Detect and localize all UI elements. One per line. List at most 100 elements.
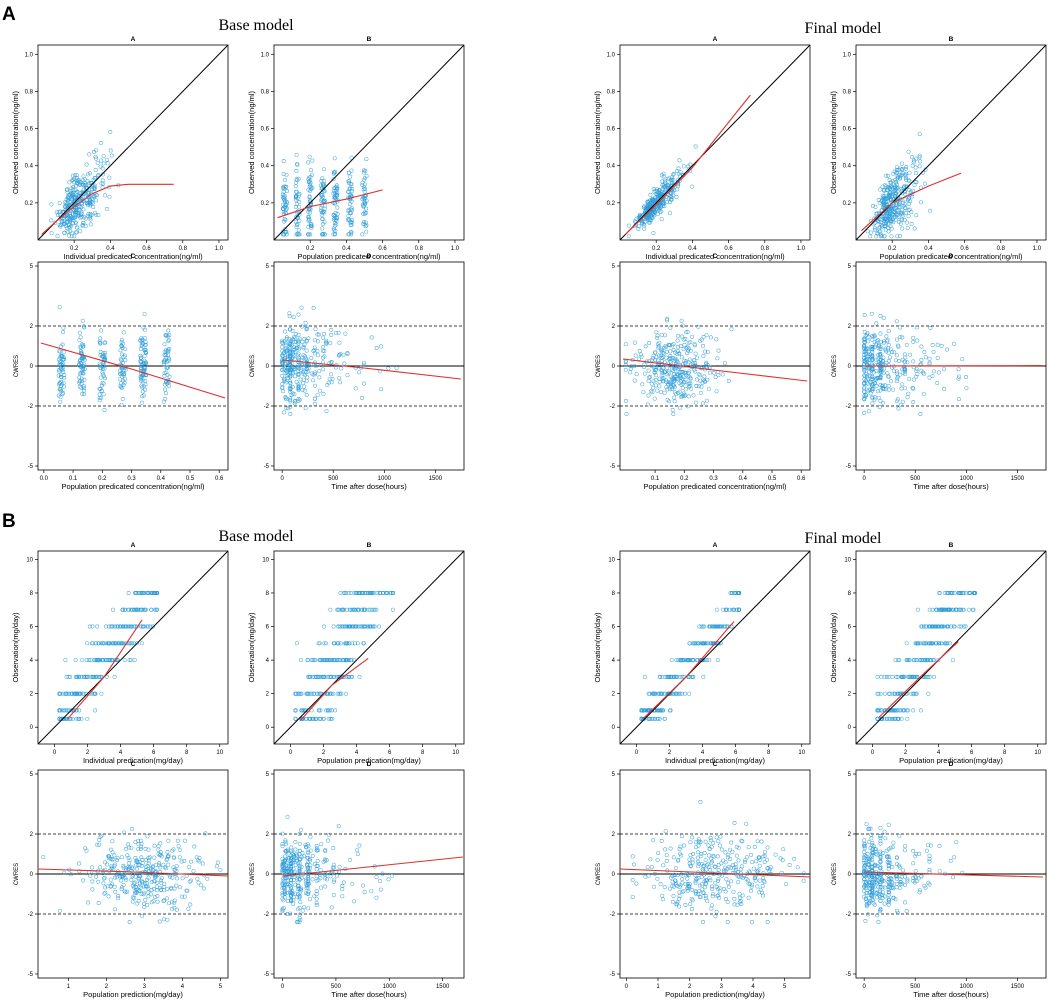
data-point bbox=[897, 658, 902, 663]
data-point bbox=[97, 837, 102, 842]
data-point bbox=[319, 205, 324, 210]
data-point bbox=[105, 862, 110, 867]
plot-frame bbox=[855, 550, 1047, 745]
data-point bbox=[659, 353, 664, 358]
data-point bbox=[684, 658, 689, 663]
y-tick-label: 1.0 bbox=[25, 52, 34, 58]
data-point bbox=[293, 184, 298, 189]
data-point bbox=[140, 394, 145, 399]
data-point bbox=[302, 388, 307, 393]
data-point bbox=[159, 854, 164, 859]
data-point bbox=[681, 658, 686, 663]
data-point bbox=[865, 229, 870, 234]
data-point bbox=[310, 186, 315, 190]
data-point bbox=[876, 691, 881, 696]
x-tick-label: 3 bbox=[143, 984, 147, 990]
data-point bbox=[127, 920, 132, 924]
data-point bbox=[284, 406, 289, 411]
data-point bbox=[911, 400, 916, 404]
data-point bbox=[875, 389, 880, 394]
data-point bbox=[335, 191, 340, 196]
data-point bbox=[138, 374, 143, 379]
data-point bbox=[81, 878, 86, 883]
data-point bbox=[315, 349, 320, 354]
data-point bbox=[669, 191, 674, 196]
plots-layer: A0.2 0.4 0.6 0.8 1.00.20.40.60.81.0Individua… bbox=[11, 36, 1047, 999]
data-point bbox=[628, 370, 633, 375]
data-point bbox=[664, 349, 669, 354]
data-point bbox=[301, 708, 306, 713]
data-point bbox=[288, 349, 293, 354]
data-point bbox=[713, 641, 718, 646]
data-point bbox=[116, 641, 121, 646]
data-point bbox=[120, 624, 125, 629]
data-point bbox=[88, 213, 93, 218]
data-point bbox=[372, 624, 377, 629]
data-point bbox=[148, 892, 153, 897]
data-point bbox=[918, 708, 923, 713]
data-point bbox=[61, 325, 66, 330]
data-point bbox=[907, 674, 912, 679]
y-tick-label: 2 bbox=[848, 324, 852, 330]
data-point bbox=[141, 607, 146, 612]
data-point bbox=[692, 342, 697, 347]
data-point bbox=[309, 222, 314, 227]
data-point bbox=[149, 880, 154, 884]
data-point bbox=[899, 386, 904, 391]
data-point bbox=[862, 343, 867, 348]
data-point bbox=[60, 342, 65, 347]
data-point bbox=[328, 341, 333, 346]
data-point bbox=[389, 873, 394, 878]
data-point bbox=[699, 624, 704, 629]
data-point bbox=[306, 873, 311, 878]
data-point bbox=[312, 338, 317, 343]
data-point bbox=[871, 334, 876, 339]
data-point bbox=[166, 328, 171, 333]
plot-frame bbox=[37, 44, 229, 241]
y-tick-label: 0 bbox=[266, 725, 270, 731]
data-point bbox=[671, 171, 676, 176]
y-tick-label: 0 bbox=[848, 364, 852, 370]
data-point bbox=[324, 708, 329, 713]
data-point bbox=[938, 641, 943, 646]
data-point bbox=[902, 364, 907, 369]
data-point bbox=[665, 372, 670, 377]
data-point bbox=[660, 372, 665, 377]
data-point bbox=[304, 357, 309, 362]
data-point bbox=[905, 395, 910, 400]
data-point bbox=[870, 333, 875, 338]
data-point bbox=[287, 362, 291, 367]
data-point bbox=[884, 708, 889, 713]
data-point bbox=[900, 217, 905, 222]
data-point bbox=[196, 880, 201, 885]
data-point bbox=[910, 154, 915, 159]
data-point bbox=[110, 881, 114, 886]
data-point bbox=[352, 658, 356, 663]
data-point bbox=[151, 624, 155, 629]
data-point bbox=[875, 339, 879, 344]
data-point bbox=[170, 906, 175, 911]
data-point bbox=[892, 716, 897, 721]
data-point bbox=[354, 607, 359, 612]
data-point bbox=[144, 857, 148, 862]
data-point bbox=[171, 855, 176, 860]
data-point bbox=[873, 395, 877, 400]
data-point bbox=[894, 202, 899, 207]
data-point bbox=[663, 674, 668, 679]
data-point bbox=[100, 370, 105, 375]
y-tick-label: 6 bbox=[848, 625, 852, 631]
data-point bbox=[76, 177, 81, 182]
data-point bbox=[912, 226, 917, 231]
data-point bbox=[334, 188, 339, 193]
loess-trend-line bbox=[38, 868, 228, 877]
data-point bbox=[636, 356, 641, 361]
y-tick-label: 1.0 bbox=[261, 52, 270, 58]
data-point bbox=[130, 865, 134, 870]
data-point bbox=[155, 899, 160, 904]
data-point bbox=[116, 893, 121, 898]
data-point bbox=[973, 591, 977, 595]
data-point bbox=[334, 222, 339, 227]
data-point bbox=[935, 342, 940, 347]
data-point bbox=[660, 183, 665, 187]
data-point bbox=[89, 641, 94, 646]
